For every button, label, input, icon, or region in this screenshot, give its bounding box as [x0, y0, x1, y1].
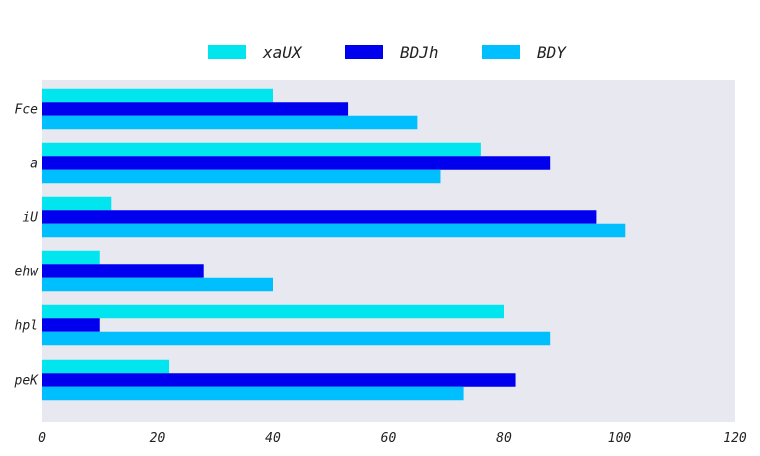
- bar-BDJh-peK: [42, 373, 516, 387]
- y-tick-label: iU: [22, 211, 38, 226]
- bar-BDJh-iU: [42, 210, 597, 224]
- legend-swatch-BDJh: [345, 45, 383, 59]
- y-tick-label: Fce: [15, 103, 39, 118]
- legend-label-xaUX: xaUX: [262, 43, 303, 62]
- bar-xaUX-hpl: [42, 304, 504, 319]
- bar-BDY-iU: [42, 223, 626, 238]
- y-tick-label: peK: [14, 374, 40, 389]
- legend-label-BDJh: BDJh: [400, 43, 439, 62]
- legend-swatch-xaUX: [208, 45, 246, 59]
- bar-BDY-a: [42, 169, 441, 184]
- bar-BDJh-hpl: [42, 318, 100, 332]
- bar-BDY-peK: [42, 386, 464, 401]
- legend-label-BDY: BDY: [537, 43, 567, 62]
- bar-xaUX-ehw: [42, 250, 100, 265]
- x-tick-label: 120: [723, 431, 747, 446]
- bar-BDY-hpl: [42, 331, 551, 346]
- x-tick-label: 0: [38, 431, 46, 446]
- legend: xaUX BDJh BDY: [208, 43, 567, 62]
- bar-BDJh-a: [42, 156, 551, 170]
- y-axis-tick-labels: Fce a iU ehw hpl peK: [14, 103, 40, 389]
- x-axis-tick-labels: 0 20 40 60 80 100 120: [38, 431, 747, 446]
- x-tick-label: 80: [496, 431, 512, 446]
- x-tick-label: 40: [265, 431, 281, 446]
- bar-BDY-ehw: [42, 277, 273, 292]
- y-tick-label: a: [30, 157, 38, 172]
- legend-swatch-BDY: [482, 45, 520, 59]
- y-tick-label: ehw: [15, 265, 40, 280]
- bar-xaUX-iU: [42, 196, 112, 211]
- bar-xaUX-Fce: [42, 88, 273, 103]
- y-tick-label: hpl: [15, 319, 38, 334]
- bar-BDY-Fce: [42, 115, 418, 130]
- bar-BDJh-ehw: [42, 264, 204, 278]
- bar-xaUX-peK: [42, 359, 170, 374]
- bar-BDJh-Fce: [42, 102, 349, 116]
- x-tick-label: 60: [381, 431, 397, 446]
- x-tick-label: 100: [608, 431, 632, 446]
- bar-xaUX-a: [42, 142, 481, 157]
- x-tick-label: 20: [150, 431, 166, 446]
- bars: [42, 88, 626, 401]
